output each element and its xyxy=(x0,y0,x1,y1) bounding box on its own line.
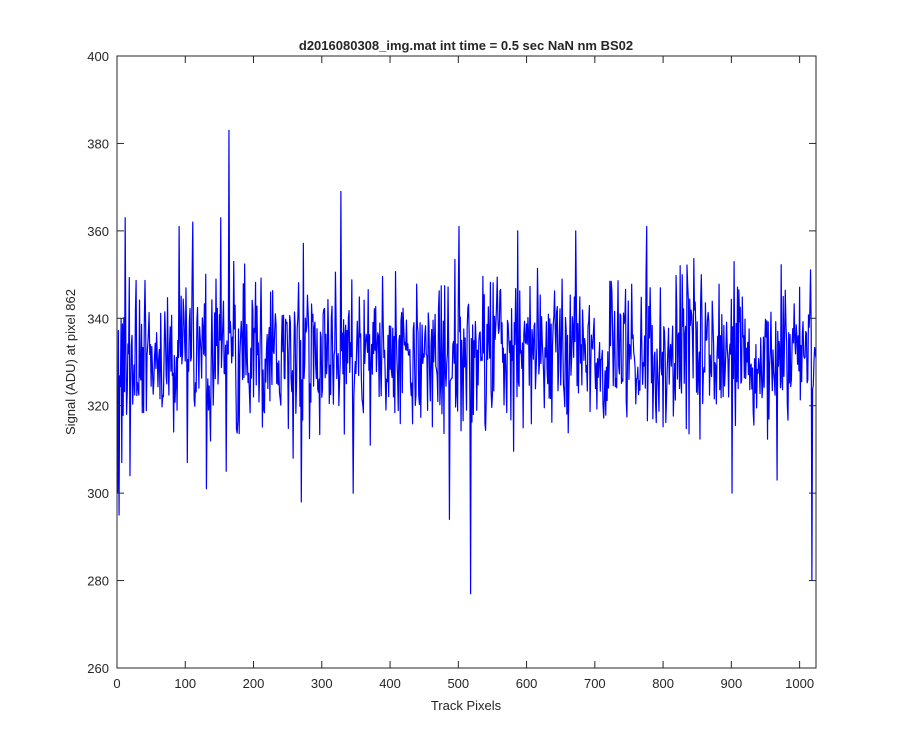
y-tick-label: 360 xyxy=(87,224,109,239)
x-tick-label: 500 xyxy=(447,676,469,691)
y-tick-label: 340 xyxy=(87,311,109,326)
y-tick-label: 320 xyxy=(87,399,109,414)
x-tick-label: 300 xyxy=(311,676,333,691)
x-axis-label: Track Pixels xyxy=(431,698,502,713)
y-tick-label: 280 xyxy=(87,574,109,589)
chart-title: d2016080308_img.mat int time = 0.5 sec N… xyxy=(299,38,633,53)
y-axis-label: Signal (ADU) at pixel 862 xyxy=(63,289,78,435)
x-tick-label: 600 xyxy=(516,676,538,691)
axes-box xyxy=(116,55,817,669)
y-tick-label: 300 xyxy=(87,486,109,501)
series-layer xyxy=(117,129,817,595)
y-tick-label: 400 xyxy=(87,49,109,64)
x-tick-label: 0 xyxy=(113,676,120,691)
y-tick-label: 380 xyxy=(87,136,109,151)
x-tick-label: 100 xyxy=(174,676,196,691)
y-tick-label: 260 xyxy=(87,661,109,676)
axes-layer: 0 100 200 300 400 500 600 700 800 900 1000 260 280 30… xyxy=(87,49,817,691)
x-tick-label: 900 xyxy=(721,676,743,691)
series-line xyxy=(117,129,817,595)
x-tick-label: 800 xyxy=(652,676,674,691)
x-tick-label: 200 xyxy=(243,676,265,691)
x-tick-label: 700 xyxy=(584,676,606,691)
x-tick-label: 1000 xyxy=(785,676,814,691)
x-tick-label: 400 xyxy=(379,676,401,691)
